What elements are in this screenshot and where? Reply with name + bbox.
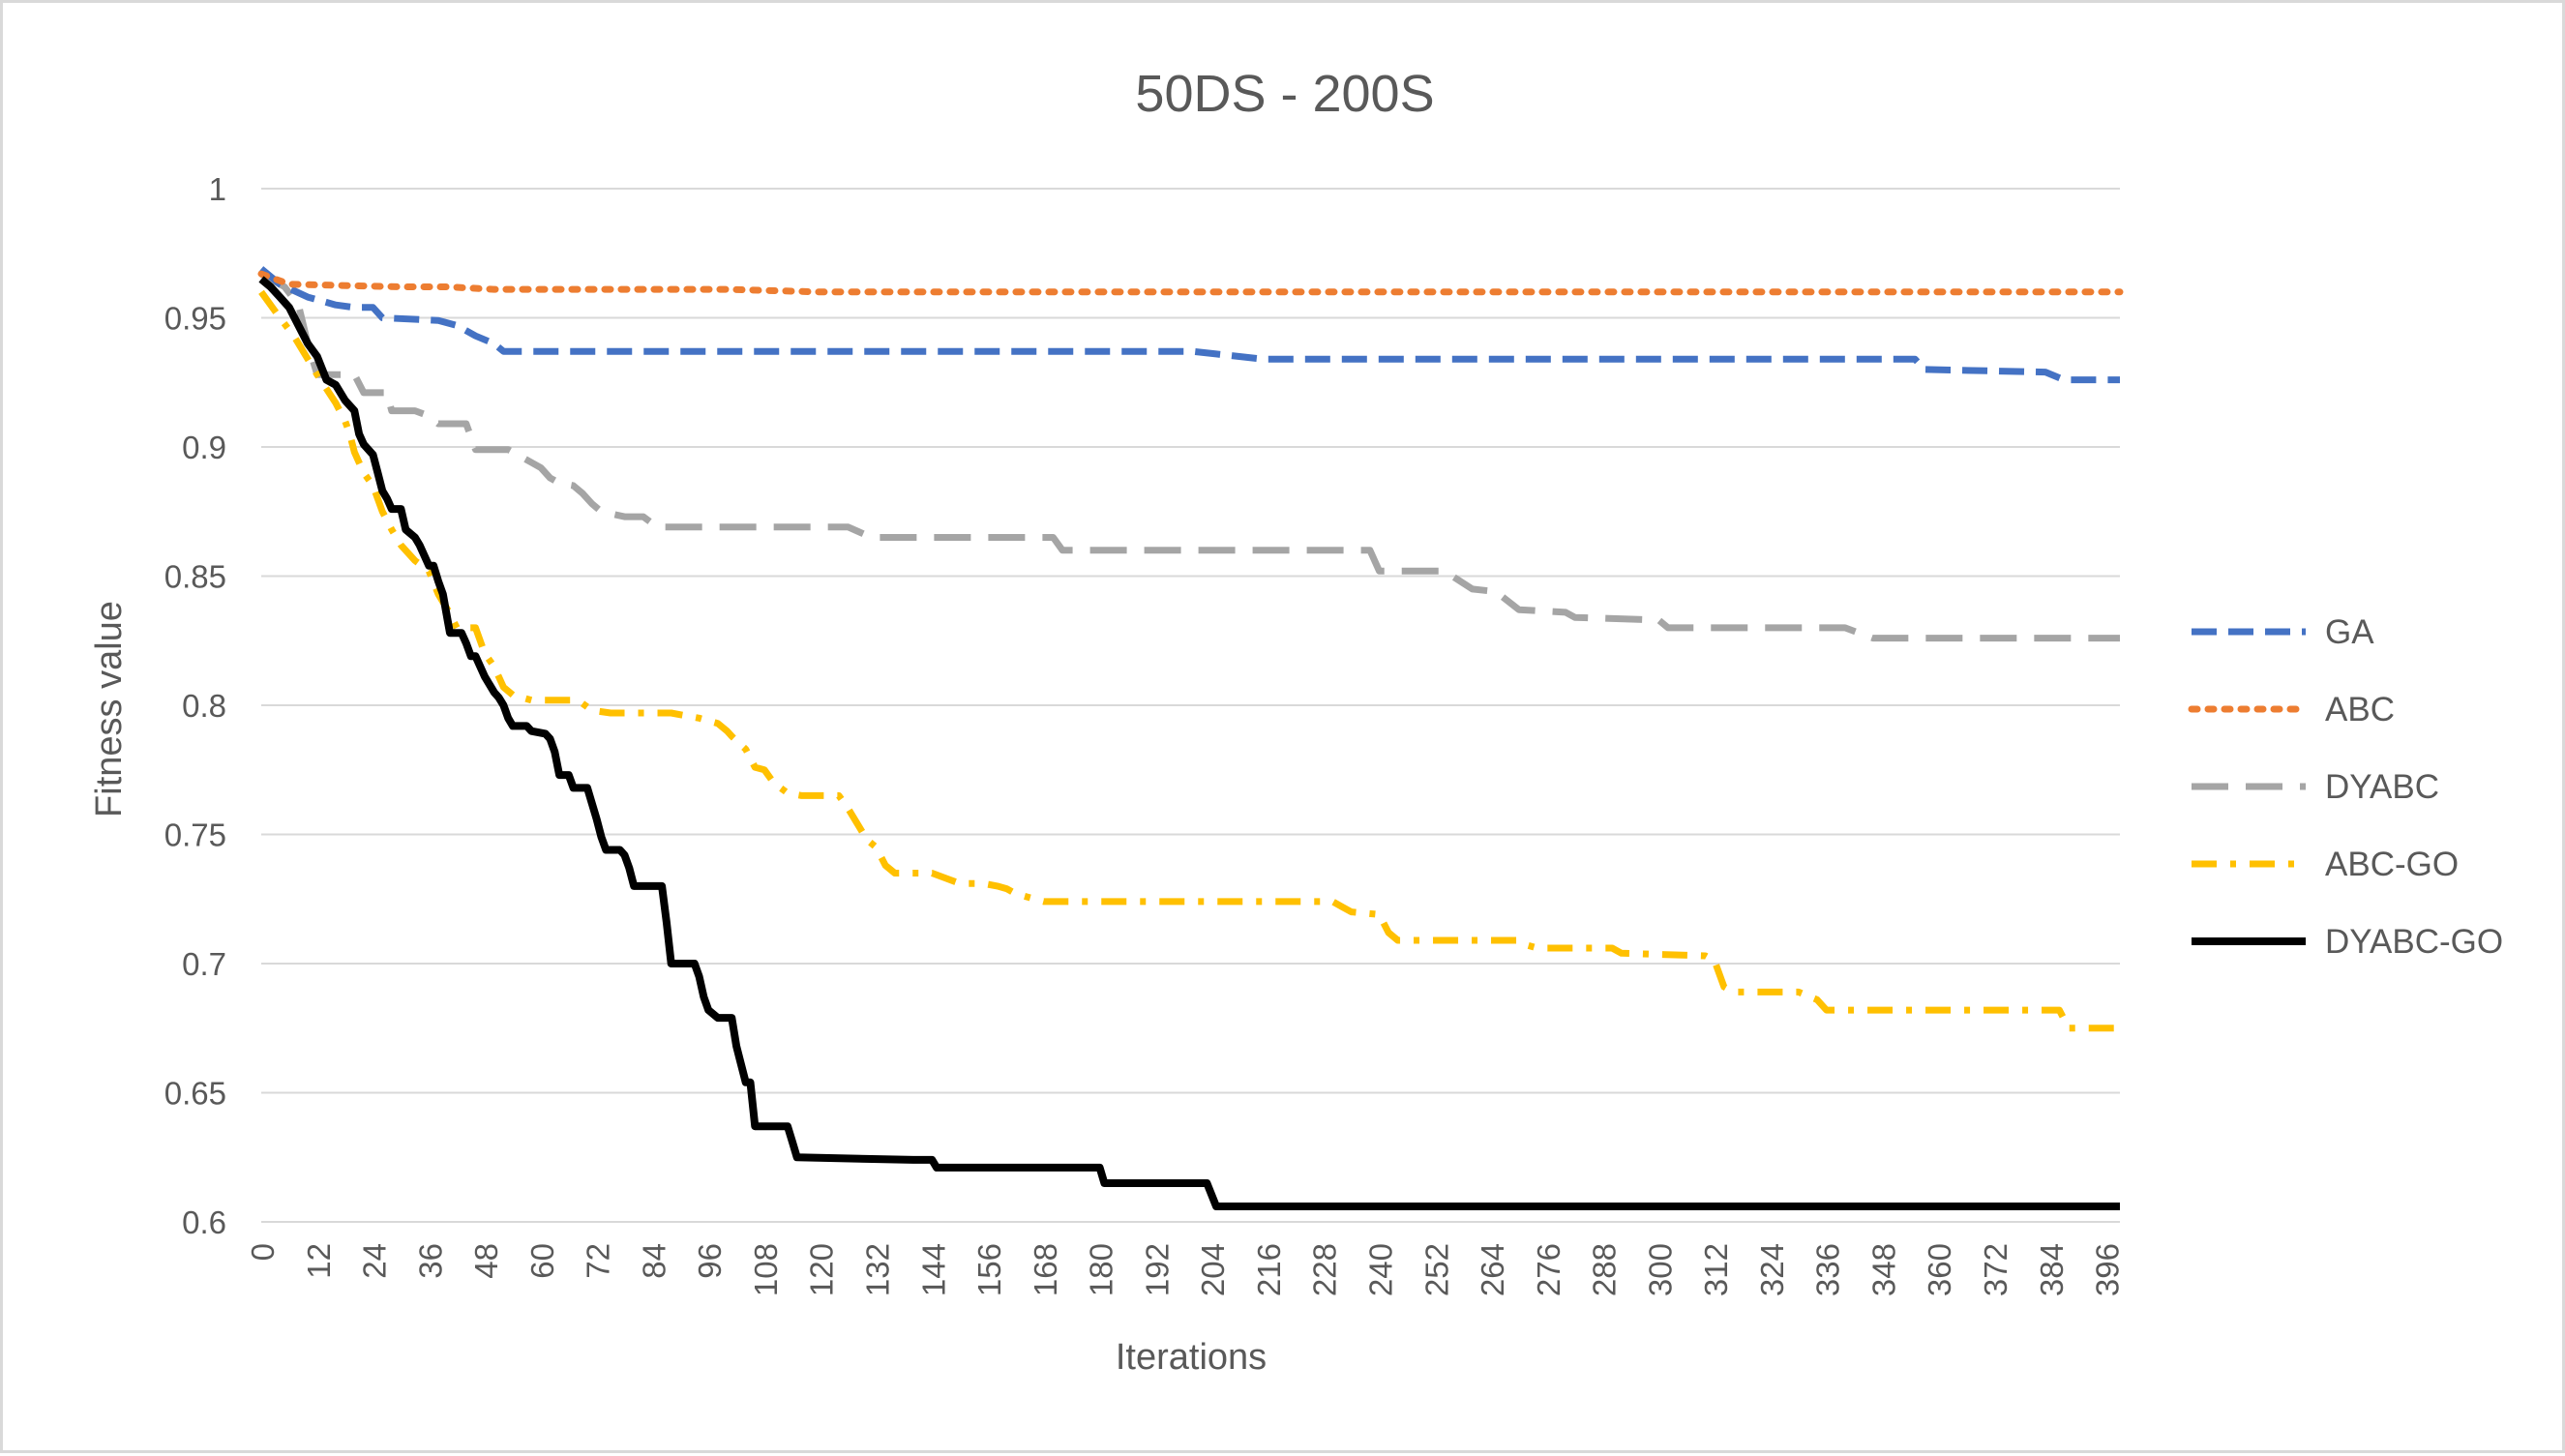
series-line-abc-go xyxy=(258,289,2120,1032)
legend-label-dyabc-go: DYABC-GO xyxy=(2325,923,2503,961)
y-tick-label: 0.65 xyxy=(164,1076,226,1112)
x-axis-title: Iterations xyxy=(1116,1337,1267,1378)
x-tick-label: 360 xyxy=(1922,1243,1957,1296)
x-tick-label: 396 xyxy=(2090,1243,2126,1296)
x-tick-label: 204 xyxy=(1195,1243,1231,1296)
legend-label-abc-go: ABC-GO xyxy=(2325,846,2459,883)
x-tick-label: 324 xyxy=(1754,1243,1790,1296)
x-tick-label: 132 xyxy=(860,1243,896,1296)
x-tick-label: 108 xyxy=(748,1243,784,1296)
x-tick-label: 192 xyxy=(1139,1243,1175,1296)
y-tick-label: 0.75 xyxy=(164,817,226,853)
y-tick-label: 0.9 xyxy=(182,430,226,465)
x-tick-label: 168 xyxy=(1028,1243,1063,1296)
x-axis: 0 12 24 36 48 60 72 84 96 108 120 132 144 156 168 180 19… xyxy=(245,1243,2126,1296)
series-line-dyabc xyxy=(259,271,2120,642)
chart-title: 50DS - 200S xyxy=(1135,65,1434,123)
x-tick-label: 252 xyxy=(1418,1243,1454,1296)
legend-label-abc: ABC xyxy=(2325,691,2395,728)
plot-series xyxy=(257,266,2124,1210)
y-tick-label: 0.8 xyxy=(182,688,226,724)
legend-label-ga: GA xyxy=(2325,613,2374,651)
x-tick-label: 48 xyxy=(468,1243,504,1279)
x-tick-label: 180 xyxy=(1084,1243,1119,1296)
y-tick-label: 0.7 xyxy=(182,946,226,982)
y-tick-label: 0.6 xyxy=(182,1204,226,1240)
x-tick-label: 216 xyxy=(1251,1243,1287,1296)
legend: GA ABC DYABC ABC-GO DYABC-GO xyxy=(2188,613,2503,961)
x-tick-label: 60 xyxy=(524,1243,560,1279)
series-line-abc xyxy=(257,270,2124,296)
x-tick-label: 84 xyxy=(636,1243,671,1279)
x-tick-label: 144 xyxy=(915,1243,951,1296)
x-tick-label: 72 xyxy=(581,1243,616,1279)
x-tick-label: 276 xyxy=(1531,1243,1566,1296)
x-tick-label: 156 xyxy=(971,1243,1007,1296)
x-tick-label: 120 xyxy=(804,1243,840,1296)
series-line-dyabc-go xyxy=(258,276,2120,1210)
x-tick-label: 36 xyxy=(412,1243,448,1279)
x-tick-label: 288 xyxy=(1587,1243,1623,1296)
x-tick-label: 264 xyxy=(1475,1243,1510,1296)
gridlines xyxy=(261,188,2120,1223)
x-tick-label: 312 xyxy=(1698,1243,1734,1296)
x-tick-label: 384 xyxy=(2034,1243,2070,1296)
line-chart: 0 12 24 36 48 60 72 84 96 108 120 132 144 156 168 180 19… xyxy=(89,65,2503,1378)
x-tick-label: 300 xyxy=(1642,1243,1678,1296)
y-axis: 0.6 0.65 0.7 0.75 0.8 0.85 0.9 0.95 1 xyxy=(164,171,226,1240)
x-tick-label: 372 xyxy=(1978,1243,2013,1296)
y-tick-label: 0.95 xyxy=(164,301,226,337)
x-tick-label: 336 xyxy=(1810,1243,1846,1296)
x-tick-label: 24 xyxy=(357,1243,393,1279)
x-tick-label: 228 xyxy=(1307,1243,1343,1296)
x-tick-label: 0 xyxy=(245,1243,281,1261)
series-line-ga xyxy=(258,266,2120,384)
x-tick-label: 12 xyxy=(301,1243,337,1279)
x-tick-label: 348 xyxy=(1865,1243,1901,1296)
x-tick-label: 96 xyxy=(692,1243,728,1279)
y-axis-title: Fitness value xyxy=(89,601,130,817)
legend-label-dyabc: DYABC xyxy=(2325,768,2439,806)
y-tick-label: 0.85 xyxy=(164,559,226,595)
x-tick-label: 240 xyxy=(1362,1243,1398,1296)
y-tick-label: 1 xyxy=(209,171,226,207)
